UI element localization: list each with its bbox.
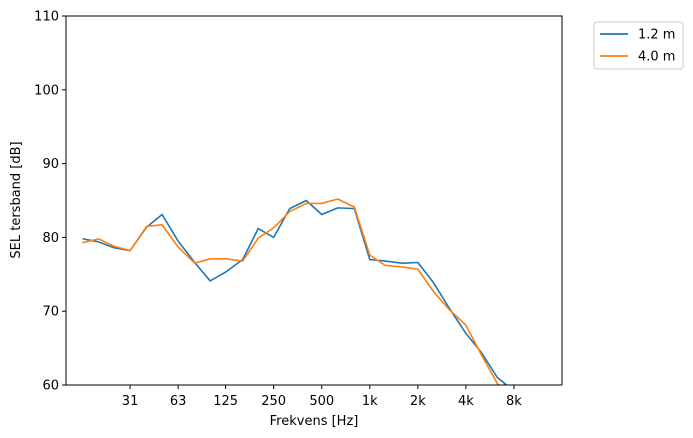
y-tick-label: 60 — [42, 379, 59, 394]
y-tick-label: 110 — [34, 10, 59, 25]
x-tick-label: 250 — [261, 394, 286, 409]
x-tick-label: 8k — [506, 394, 522, 409]
y-tick-label: 100 — [34, 83, 59, 98]
y-tick-label: 70 — [42, 305, 59, 320]
y-axis-label: SEL tersband [dB] — [9, 141, 24, 258]
x-tick-label: 63 — [170, 394, 187, 409]
x-tick-label: 125 — [213, 394, 238, 409]
y-tick-label: 90 — [42, 157, 59, 172]
legend-label: 4.0 m — [638, 50, 675, 65]
legend-label: 1.2 m — [638, 28, 675, 43]
x-axis: 31 63 125 250 500 1k 2k 4k 8k — [122, 385, 522, 409]
x-tick-label: 4k — [458, 394, 474, 409]
y-axis: 60 70 80 90 100 110 — [34, 10, 66, 394]
x-tick-label: 2k — [410, 394, 426, 409]
x-tick-label: 31 — [122, 394, 139, 409]
plot-area — [65, 15, 563, 386]
legend: 1.2 m 4.0 m — [593, 21, 684, 70]
x-tick-label: 1k — [362, 394, 378, 409]
series-layer — [82, 198, 508, 385]
plot-frame — [65, 15, 563, 386]
series-line-2 — [82, 198, 500, 385]
y-tick-label: 80 — [42, 231, 59, 246]
x-tick-label: 500 — [309, 394, 334, 409]
series-line-1 — [82, 199, 508, 385]
x-axis-label: Frekvens [Hz] — [270, 414, 359, 429]
